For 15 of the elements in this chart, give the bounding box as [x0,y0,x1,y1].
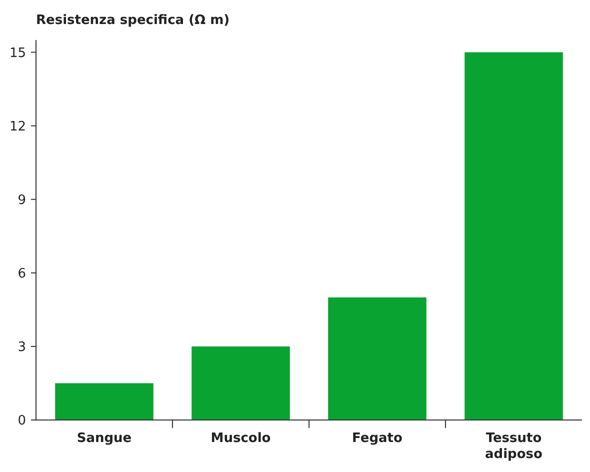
y-tick-label: 15 [9,46,26,61]
y-tick-label: 3 [18,340,26,355]
y-tick-label: 9 [18,192,26,208]
bar [464,52,563,420]
x-tick-label: Tessuto adiposo [485,431,543,462]
bar [55,383,154,420]
bar [192,346,290,420]
y-tick-label: 12 [9,119,26,134]
x-tick-label: Fegato [352,431,403,446]
y-tick-label: 0 [18,414,26,429]
bar [328,297,426,420]
y-tick-label: 6 [18,266,26,282]
y-axis-title: Resistenza specifica (Ω m) [36,13,230,28]
x-tick-label: Muscolo [210,431,271,446]
x-tick-label: Sangue [76,431,132,446]
